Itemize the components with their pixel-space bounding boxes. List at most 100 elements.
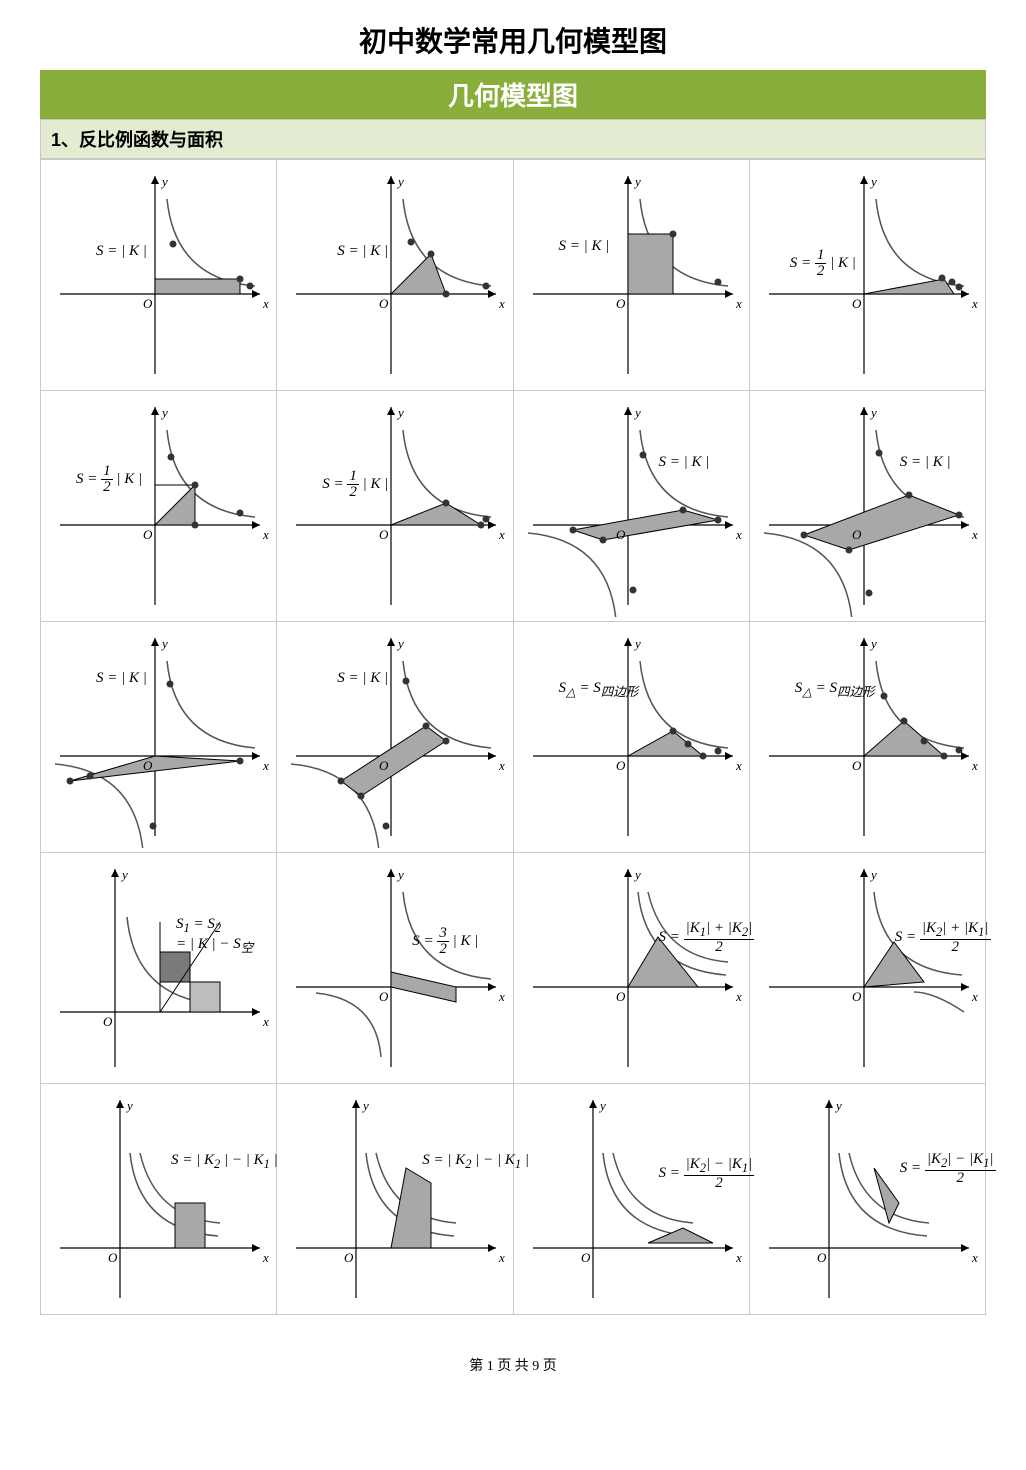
svg-text:x: x [971, 296, 978, 311]
formula-label: S△ = S四边形 [559, 680, 639, 700]
svg-text:x: x [971, 758, 978, 773]
svg-text:y: y [160, 405, 168, 420]
svg-text:O: O [103, 1014, 113, 1029]
formula-label: S = | K | [900, 454, 951, 471]
svg-text:x: x [498, 989, 505, 1004]
svg-text:y: y [633, 636, 641, 651]
svg-text:y: y [869, 636, 877, 651]
formula-label: S = | K | [559, 238, 610, 255]
diagram-cell: x y O S = | K | [41, 622, 277, 853]
formula-label: S = 12 | K | [322, 469, 388, 500]
svg-text:y: y [834, 1098, 842, 1113]
diagram-cell: xyOS = | K | [41, 160, 277, 391]
svg-text:O: O [852, 758, 862, 773]
band-title: 几何模型图 [40, 70, 986, 119]
svg-text:O: O [616, 758, 626, 773]
diagram-cell: xyOS = 12 | K | [41, 391, 277, 622]
diagram-cell: xyOS = | K2 | − | K1 | [277, 1084, 513, 1315]
diagram-cell: x y O S = | K | [277, 622, 513, 853]
svg-text:O: O [379, 989, 389, 1004]
svg-text:x: x [971, 989, 978, 1004]
diagram-cell: x y O S = 32 | K | [277, 853, 513, 1084]
formula-label: S = |K2| + |K1|2 [895, 921, 991, 955]
diagram-cell: x y O S = | K | [749, 391, 985, 622]
svg-text:O: O [143, 527, 153, 542]
svg-text:O: O [852, 296, 862, 311]
svg-text:y: y [869, 405, 877, 420]
diagram-cell: x y O S△ = S四边形 [749, 622, 985, 853]
svg-text:x: x [498, 758, 505, 773]
svg-text:O: O [616, 296, 626, 311]
svg-text:x: x [262, 296, 269, 311]
formula-label: S = |K1| + |K2|2 [659, 921, 755, 955]
page-footer: 第 1 页 共 9 页 [40, 1355, 986, 1375]
svg-text:O: O [852, 989, 862, 1004]
diagram-cell: xyOS = |K2| + |K1|2 [749, 853, 985, 1084]
svg-text:x: x [971, 527, 978, 542]
svg-text:x: x [262, 527, 269, 542]
formula-label: S = | K | [659, 454, 710, 471]
svg-text:O: O [817, 1250, 827, 1265]
svg-text:O: O [852, 527, 862, 542]
svg-text:O: O [108, 1250, 118, 1265]
svg-text:y: y [125, 1098, 133, 1113]
svg-text:y: y [396, 636, 404, 651]
svg-text:O: O [143, 758, 153, 773]
svg-text:x: x [735, 989, 742, 1004]
diagram-cell: x y O S = 12 | K | [277, 391, 513, 622]
svg-text:O: O [581, 1250, 591, 1265]
svg-text:O: O [379, 758, 389, 773]
svg-text:y: y [160, 636, 168, 651]
svg-text:x: x [735, 1250, 742, 1265]
formula-label: S = | K | [337, 670, 388, 687]
diagram-cell: xyOS = |K2| − |K1|2 [513, 1084, 749, 1315]
diagram-cell: x y O S = 12 | K | [749, 160, 985, 391]
formula-label: S = | K | [337, 243, 388, 260]
svg-text:x: x [498, 527, 505, 542]
svg-text:y: y [396, 867, 404, 882]
formula-label: S = | K | [96, 670, 147, 687]
svg-text:y: y [869, 174, 877, 189]
formula-label: S = | K2 | − | K1 | [171, 1152, 278, 1172]
section-title: 1、反比例函数与面积 [40, 119, 986, 159]
svg-text:y: y [160, 174, 168, 189]
svg-text:O: O [379, 296, 389, 311]
diagram-cell: x y O S1 = S2= | K | − S空 [41, 853, 277, 1084]
svg-text:x: x [735, 758, 742, 773]
svg-text:y: y [869, 867, 877, 882]
svg-text:x: x [735, 296, 742, 311]
svg-text:y: y [361, 1098, 369, 1113]
svg-text:O: O [616, 527, 626, 542]
svg-text:y: y [396, 174, 404, 189]
svg-text:y: y [120, 867, 128, 882]
formula-label: S1 = S2= | K | − S空 [176, 916, 253, 956]
diagram-grid: x y O S = | K | x y O S = | K | x y O S = | K | x y O S… [40, 159, 986, 1315]
svg-text:y: y [633, 174, 641, 189]
page: 初中数学常用几何模型图 几何模型图 1、反比例函数与面积 x y O S = | K … [0, 0, 1026, 1415]
diagram-cell: x y O S = | K | [513, 160, 749, 391]
svg-text:O: O [344, 1250, 354, 1265]
svg-text:x: x [262, 1250, 269, 1265]
formula-label: S = 32 | K | [412, 926, 478, 957]
svg-text:y: y [396, 405, 404, 420]
svg-text:y: y [633, 867, 641, 882]
svg-text:x: x [498, 296, 505, 311]
diagram-cell: x y O S△ = S四边形 [513, 622, 749, 853]
svg-text:O: O [616, 989, 626, 1004]
main-title: 初中数学常用几何模型图 [40, 20, 986, 60]
svg-text:O: O [379, 527, 389, 542]
svg-text:x: x [498, 1250, 505, 1265]
formula-label: S = |K2| − |K1|2 [900, 1152, 996, 1186]
svg-text:x: x [262, 758, 269, 773]
svg-text:O: O [143, 296, 153, 311]
svg-text:y: y [598, 1098, 606, 1113]
formula-label: S = 12 | K | [790, 248, 856, 279]
diagram-cell: x y O S = | K2 | − | K1 | [41, 1084, 277, 1315]
diagram-cell: xyOS = | K | [513, 391, 749, 622]
formula-label: S = |K2| − |K1|2 [659, 1157, 755, 1191]
formula-label: S△ = S四边形 [795, 680, 875, 700]
diagram-cell: xyOS = |K1| + |K2|2 [513, 853, 749, 1084]
svg-text:y: y [633, 405, 641, 420]
diagram-cell: x y O S = | K | [277, 160, 513, 391]
svg-text:x: x [262, 1014, 269, 1029]
